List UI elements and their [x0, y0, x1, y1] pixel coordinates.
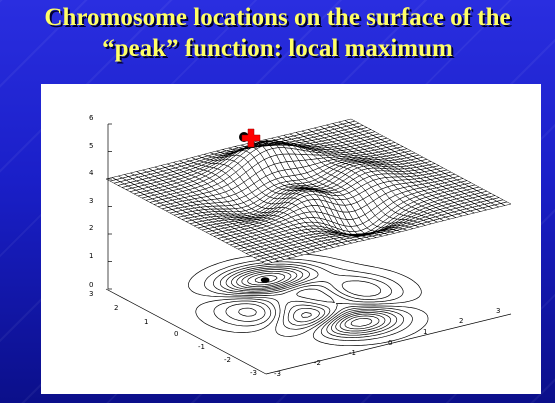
x-tick-0: 0: [388, 339, 392, 347]
x-tick-3: 3: [496, 307, 500, 315]
surface-mesh: [105, 118, 512, 265]
mesh-cells: [105, 118, 512, 265]
y-tick-m3: -3: [250, 369, 257, 377]
y-tick-1: 1: [144, 318, 148, 326]
x-tick-2: 2: [459, 317, 463, 325]
y-tick-3: 3: [89, 290, 93, 298]
contour-plot: [188, 253, 429, 347]
title-line-2: “peak” function: local maximum: [102, 35, 453, 62]
contour-peak-blob: [260, 277, 270, 283]
z-tick-1: 1: [89, 252, 93, 260]
slide-title: Chromosome locations on the surface of t…: [0, 2, 555, 64]
z-tick-4: 4: [89, 169, 94, 177]
plot-panel: 6 5 4 3 2 1 0 3 2 1 0 -1 -2 -3 -3 -2 -1 …: [41, 84, 541, 394]
title-line-1: Chromosome locations on the surface of t…: [44, 4, 511, 31]
z-tick-5: 5: [89, 142, 93, 150]
z-tick-0: 0: [89, 281, 93, 289]
x-tick-1: 1: [423, 328, 427, 336]
z-tick-2: 2: [89, 224, 93, 232]
peaks-plot: 6 5 4 3 2 1 0 3 2 1 0 -1 -2 -3 -3 -2 -1 …: [89, 114, 512, 378]
z-tick-6: 6: [89, 114, 94, 122]
red-plus-marker: [241, 128, 261, 148]
x-tick-m2: -2: [314, 359, 321, 367]
contour-lines: [188, 253, 429, 347]
y-tick-0: 0: [174, 330, 178, 338]
y-tick-2: 2: [114, 304, 118, 312]
x-tick-m1: -1: [349, 349, 356, 357]
z-tick-3: 3: [89, 197, 93, 205]
axes: [105, 123, 512, 375]
local-maximum-marker: [239, 128, 261, 148]
x-tick-m3: -3: [274, 370, 281, 378]
y-tick-m2: -2: [224, 356, 231, 364]
y-tick-m1: -1: [198, 343, 205, 351]
